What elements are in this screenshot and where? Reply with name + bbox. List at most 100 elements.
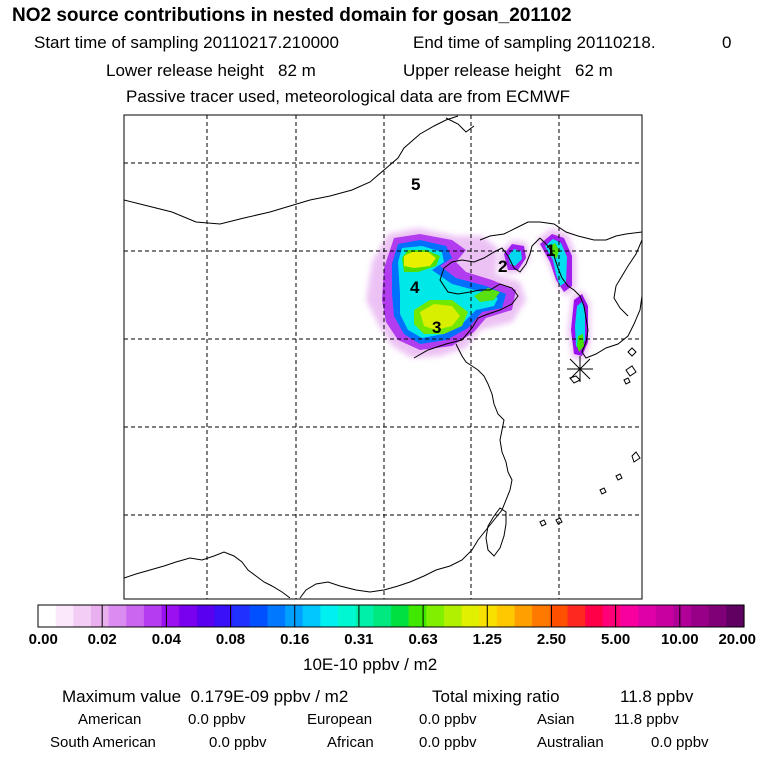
colorbar-swatch: [514, 605, 533, 627]
colorbar-tick-label: 0.16: [280, 631, 310, 648]
european-value: 0.0 ppbv: [419, 711, 477, 728]
plume-green-ridge: [474, 288, 500, 302]
maximum-value: Maximum value 0.179E-09 ppbv / m2: [62, 687, 349, 706]
colorbar-swatch: [655, 605, 674, 627]
border-northeast: [445, 117, 475, 133]
colorbar-swatch: [638, 605, 657, 627]
end-time-suffix: 0: [722, 33, 732, 52]
start-time-label: Start time of sampling 20110217.210000: [34, 33, 339, 52]
australian-label: Australian: [537, 734, 604, 751]
colorbar-swatch: [620, 605, 639, 627]
colorbar-tick-label: 0.02: [87, 631, 117, 648]
colorbar-swatch: [161, 605, 180, 627]
american-label: American: [78, 711, 142, 728]
colorbar-tick-label: 0.63: [408, 631, 438, 648]
border-korea-china: [479, 221, 642, 241]
island-yellow-sea: [555, 517, 563, 525]
map-frame: [123, 114, 643, 600]
colorbar-swatch: [691, 605, 710, 627]
island-taiwan: [485, 507, 507, 557]
upper-release-height: Upper release height 62 m: [403, 61, 613, 80]
region-label-3: 3: [432, 318, 441, 337]
colorbar-swatch: [567, 605, 586, 627]
colorbar-unit: 10E-10 ppbv / m2: [303, 655, 438, 674]
colorbar-tick-label: 0.00: [28, 631, 58, 648]
coast-korea-east: [613, 239, 642, 317]
colorbar: [37, 604, 745, 628]
island-japan-3: [539, 519, 547, 527]
colorbar-tick-label: 0.31: [344, 631, 374, 648]
tracer-note: Passive tracer used, meteorological data…: [126, 87, 571, 106]
colorbar-swatch: [38, 605, 57, 627]
colorbar-swatch: [338, 605, 357, 627]
colorbar-swatch: [496, 605, 516, 627]
colorbar-swatch: [391, 605, 410, 627]
colorbar-tick-label: 2.50: [536, 631, 567, 648]
colorbar-swatch: [302, 605, 321, 627]
australian-value: 0.0 ppbv: [651, 734, 709, 751]
lower-release-height: Lower release height 82 m: [106, 61, 316, 80]
island-japan-2: [631, 451, 641, 463]
total-mixing-ratio-value: 11.8 ppbv: [620, 687, 694, 706]
colorbar-swatch: [673, 605, 692, 627]
colorbar-swatch: [249, 605, 269, 627]
colorbar-swatch: [726, 605, 745, 627]
colorbar-swatch: [408, 605, 427, 627]
colorbar-swatch: [443, 605, 463, 627]
island-ryukyu-1: [599, 487, 607, 495]
asian-label: Asian: [537, 711, 575, 728]
plume-yellow-north: [404, 252, 436, 268]
island-japan-4: [627, 347, 637, 357]
colorbar-swatch: [143, 605, 163, 627]
border-southwest: [124, 551, 291, 599]
colorbar-swatch: [355, 605, 374, 627]
colorbar-tick-label: 1.25: [472, 631, 502, 648]
asian-value: 11.8 ppbv: [614, 711, 679, 728]
colorbar-tick-label: 10.00: [661, 631, 699, 648]
region-label-4: 4: [410, 278, 420, 297]
south-american-label: South American: [50, 734, 156, 751]
total-mixing-ratio-label: Total mixing ratio: [432, 687, 560, 706]
colorbar-swatch: [267, 605, 286, 627]
region-label-2: 2: [498, 257, 507, 276]
colorbar-swatch: [602, 605, 622, 627]
south-american-value: 0.0 ppbv: [209, 734, 267, 751]
receptor-marker-asterisk: [567, 356, 593, 382]
colorbar-swatch: [426, 605, 445, 627]
region-label-5: 5: [411, 175, 420, 194]
grid-lines: [124, 115, 642, 599]
colorbar-swatch: [461, 605, 480, 627]
colorbar-swatch: [179, 605, 198, 627]
african-value: 0.0 ppbv: [419, 734, 477, 751]
colorbar-swatch: [108, 605, 127, 627]
colorbar-swatch: [73, 605, 92, 627]
colorbar-tick-label: 5.00: [601, 631, 631, 648]
chart-title: NO2 source contributions in nested domai…: [12, 5, 572, 26]
colorbar-swatch: [532, 605, 551, 627]
colorbar-swatch: [232, 605, 251, 627]
colorbar-swatch: [126, 605, 145, 627]
european-label: European: [307, 711, 373, 728]
island-japan-1: [625, 365, 637, 377]
end-time-label: End time of sampling 20110218.: [413, 33, 656, 52]
plume-layer: [366, 228, 590, 360]
colorbar-tick-label: 20.00: [718, 631, 757, 648]
island-japan-5: [623, 377, 631, 385]
colorbar-swatch: [90, 605, 110, 627]
colorbar-swatch: [479, 605, 498, 627]
american-value: 0.0 ppbv: [188, 711, 246, 728]
colorbar-tick-label: 0.08: [215, 631, 246, 648]
colorbar-swatch: [196, 605, 216, 627]
colorbar-swatch: [320, 605, 339, 627]
colorbar-swatch: [373, 605, 392, 627]
colorbar-tick-label: 0.04: [151, 631, 181, 648]
border-mongolia: [124, 115, 459, 225]
map-background: [124, 115, 642, 599]
island-ryukyu-2: [615, 473, 623, 481]
plume-yellow-south: [420, 304, 460, 330]
coast-bohai: [413, 237, 541, 359]
plume-2-cyan: [508, 249, 522, 266]
map-area: 5 4 3 2 1: [124, 115, 642, 599]
colorbar-swatch: [708, 605, 727, 627]
